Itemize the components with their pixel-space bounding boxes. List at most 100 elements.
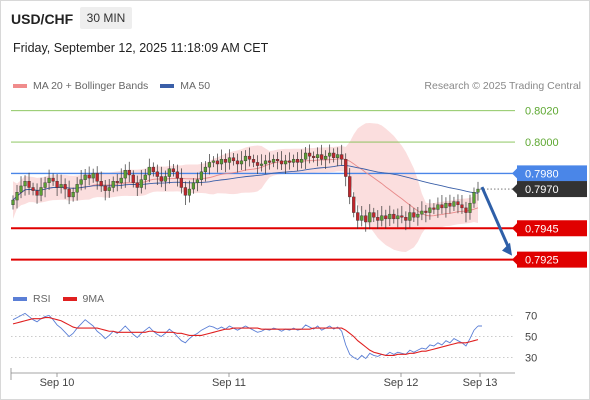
rsi-series-rsi-line [12, 312, 479, 361]
candle-body [19, 185, 23, 193]
legend-ma50: MA 50 [160, 80, 210, 92]
candle-body [219, 159, 224, 165]
candle-body [211, 160, 216, 163]
candle-body [207, 162, 212, 168]
legend-ma50-swatch [160, 84, 175, 88]
price-level-label-0: 0.8020 [525, 106, 559, 118]
candle-body [328, 152, 332, 157]
candle-body [159, 176, 163, 182]
candle-body [263, 160, 268, 165]
candle-body [43, 182, 47, 188]
legend-ma20-label: MA 20 + Bollinger Bands [33, 80, 149, 92]
rsi-legend: RSI 9MA [13, 293, 116, 305]
candle-body [432, 207, 436, 210]
candle-body [468, 202, 472, 213]
price-level-tag-pointer-3 [512, 184, 517, 195]
candle-body [23, 181, 27, 187]
candle-body [127, 170, 131, 176]
candle-body [275, 159, 280, 162]
candle-body [352, 196, 356, 213]
candle-body [259, 163, 264, 166]
legend-ma50-label: MA 50 [180, 80, 211, 92]
legend-ma20-swatch [13, 84, 27, 88]
candle-body [412, 212, 416, 218]
candle-body [243, 155, 248, 162]
candle-body [408, 212, 412, 221]
candle-body [404, 217, 408, 221]
candle-body [115, 181, 119, 183]
candle-body [67, 188, 71, 198]
candle-body [147, 166, 151, 176]
candle-body [356, 212, 360, 221]
time-axis-label-1: Sep 11 [212, 377, 246, 389]
price-level-label-1: 0.8000 [525, 137, 559, 149]
price-level-tag-3 [517, 181, 587, 198]
candle-body [123, 170, 127, 179]
candle-body [312, 155, 316, 158]
candle-body [392, 213, 396, 220]
candle-body [75, 184, 79, 193]
candle-body [167, 168, 171, 177]
candle-body [235, 160, 240, 165]
price-level-tag-pointer-4 [512, 223, 517, 234]
candle-body [448, 202, 452, 207]
candle-body [239, 160, 244, 165]
candles-group [11, 144, 480, 232]
candle-body [47, 177, 51, 183]
candle-body [360, 215, 364, 221]
price-level-label-4: 0.7945 [525, 223, 559, 235]
candle-body [203, 166, 208, 173]
candle-body [308, 152, 312, 157]
forecast-arrow-shaft [480, 186, 511, 250]
candle-body [199, 171, 204, 180]
candle-body [131, 174, 135, 183]
candle-body [191, 182, 195, 190]
candle-body [452, 201, 456, 207]
candle-body [292, 159, 296, 163]
candle-body [364, 215, 368, 223]
candle-body [348, 176, 352, 198]
candle-body [271, 159, 276, 163]
candle-body [304, 152, 308, 160]
candle-body [151, 166, 155, 173]
candle-body [336, 154, 340, 158]
candle-body [388, 213, 392, 220]
main-legend: MA 20 + Bollinger Bands MA 50 [13, 80, 222, 92]
bollinger-band [13, 123, 478, 253]
candle-body [456, 201, 460, 205]
price-level-label-2: 0.7980 [525, 168, 559, 180]
time-axis-label-0: Sep 10 [40, 377, 75, 389]
candle-body [103, 185, 107, 191]
candle-body [79, 179, 83, 185]
interval-badge[interactable]: 30 MIN [80, 7, 132, 29]
candle-body [287, 160, 292, 163]
candle-body [472, 192, 476, 204]
candle-body [55, 181, 59, 188]
candle-body [179, 177, 183, 188]
price-level-tag-4 [517, 220, 587, 237]
legend-rsi: RSI [13, 293, 51, 305]
legend-rsi-swatch [13, 297, 27, 301]
candle-body [223, 159, 228, 163]
candle-body [195, 179, 199, 183]
candle-body [424, 210, 428, 213]
candle-body [332, 152, 336, 158]
candle-body [27, 181, 31, 188]
candle-body [324, 155, 328, 160]
candle-body [99, 181, 103, 187]
candle-body [91, 173, 95, 179]
candle-body [71, 192, 75, 198]
candle-body [372, 212, 376, 218]
forecast-arrow-head [502, 242, 512, 256]
research-credit: Research © 2025 Trading Central [424, 80, 581, 92]
symbol-title: USD/CHF [11, 11, 74, 27]
candle-body [135, 182, 139, 188]
candle-body [83, 174, 87, 180]
rsi-tick-label-1: 50 [525, 332, 537, 344]
price-level-tag-pointer-2 [512, 168, 517, 179]
rsi-series-9ma-line [12, 317, 479, 356]
candle-body [31, 187, 35, 191]
candle-body [296, 159, 300, 163]
candle-body [384, 215, 388, 220]
candle-body [444, 202, 448, 209]
